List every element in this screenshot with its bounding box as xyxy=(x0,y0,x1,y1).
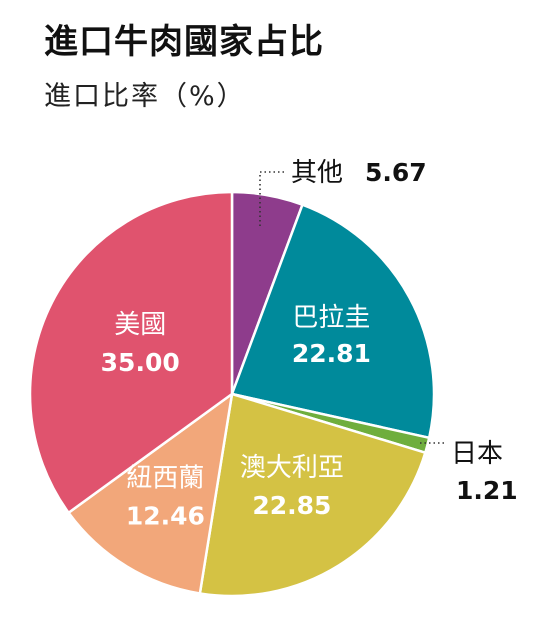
pie-slices xyxy=(28,190,436,598)
slice-2-name-label: 日本 xyxy=(451,439,503,469)
slice-0-leader-line xyxy=(259,171,286,226)
leader-lines xyxy=(259,171,444,444)
slice-3-wedge xyxy=(198,392,427,598)
chart-subtitle: 進口比率（%） xyxy=(44,81,246,112)
slice-1-wedge xyxy=(230,203,436,440)
slice-2-value-label: 1.21 xyxy=(456,476,518,505)
slice-0-name-label: 其他 xyxy=(291,158,343,188)
slice-1-value-label: 22.81 xyxy=(292,339,371,368)
chart-title: 進口牛肉國家占比 xyxy=(44,22,324,62)
slice-3-value-label: 22.85 xyxy=(252,491,331,520)
slice-1-name-label: 巴拉圭 xyxy=(292,303,370,333)
slice-labels: 其他 5.67 巴拉圭 22.81 日本 1.21 澳大利亞 22.85 紐西蘭 12.46 美國 3… xyxy=(101,158,518,530)
slice-4-value-label: 12.46 xyxy=(126,501,205,530)
slice-5-name-label: 美國 xyxy=(114,310,166,340)
slice-0-value-label: 5.67 xyxy=(365,158,427,187)
slice-5-wedge xyxy=(28,190,234,515)
slice-4-name-label: 紐西蘭 xyxy=(126,463,204,493)
slice-3-name-label: 澳大利亞 xyxy=(240,453,344,483)
slice-5-value-label: 35.00 xyxy=(101,348,180,377)
slice-4-wedge xyxy=(66,391,234,595)
